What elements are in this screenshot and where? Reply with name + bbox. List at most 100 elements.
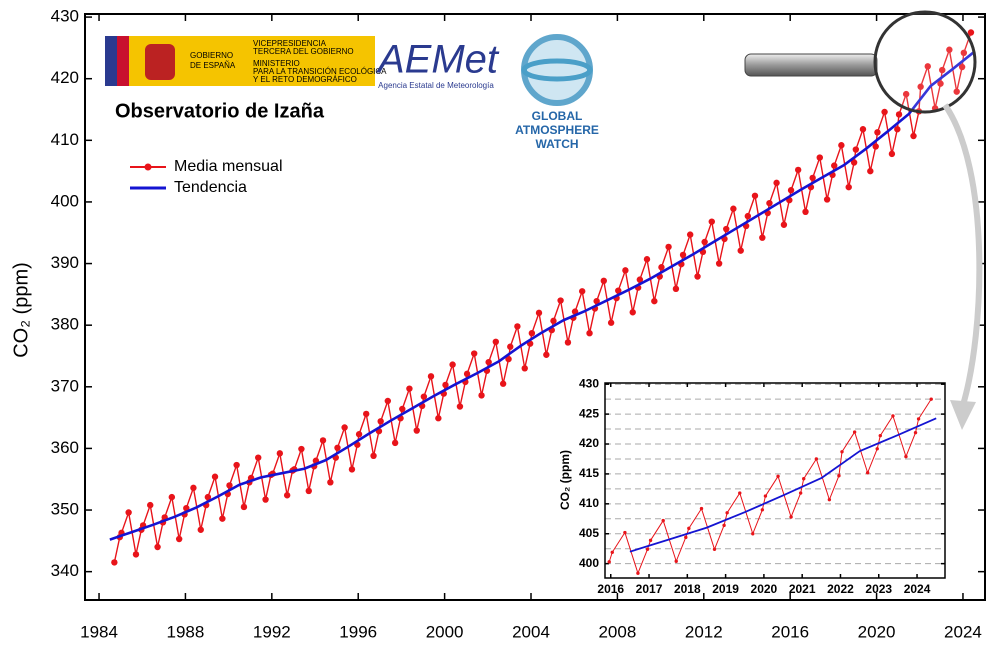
data-point	[845, 183, 852, 191]
data-point	[679, 251, 687, 259]
data-point	[413, 427, 420, 434]
magnifier	[744, 10, 983, 430]
gaw-globe	[521, 34, 593, 106]
data-point	[154, 543, 161, 551]
data-point	[763, 494, 768, 498]
aemet-logo: AEMet	[376, 38, 500, 82]
data-point	[255, 454, 262, 461]
data-point	[226, 482, 233, 489]
aemet-subtitle: Agencia Estatal de Meteorología	[378, 81, 494, 90]
x-tick-label: 2019	[712, 582, 739, 596]
y-tick-label: 415	[579, 466, 599, 480]
data-point	[802, 477, 806, 481]
data-point	[787, 187, 795, 194]
x-tick-label: 2024	[944, 622, 982, 641]
data-point	[456, 403, 464, 410]
data-point	[661, 518, 665, 523]
data-point	[953, 88, 960, 95]
legend-marker	[144, 163, 152, 171]
data-point	[623, 530, 627, 535]
y-tick-label: 420	[579, 436, 599, 450]
data-point	[111, 559, 118, 566]
data-point	[435, 415, 442, 422]
data-point	[840, 450, 844, 454]
data-point	[913, 430, 918, 435]
logo-text: GOBIERNO	[190, 51, 233, 60]
data-point	[814, 457, 819, 461]
data-point	[929, 397, 933, 401]
y-tick-label: 400	[51, 191, 79, 210]
data-point	[168, 493, 176, 501]
data-point	[507, 343, 514, 350]
data-point	[694, 273, 701, 280]
logo-text: Y EL RETO DEMOGRÁFICO	[253, 75, 357, 84]
trend-line	[109, 51, 975, 541]
legend-label: Tendencia	[174, 179, 247, 196]
data-point	[471, 350, 478, 357]
y-tick-label: 340	[51, 561, 79, 580]
data-point	[593, 297, 600, 305]
data-point	[276, 450, 284, 457]
data-point	[341, 424, 348, 431]
data-point	[615, 287, 622, 294]
data-point	[859, 126, 867, 133]
data-point	[878, 433, 882, 438]
y-tick-label: 350	[51, 500, 79, 519]
inset-y-axis-label: CO₂ (ppm)	[558, 450, 572, 510]
y-tick-label: 380	[51, 315, 79, 334]
data-point	[924, 63, 931, 70]
data-point	[910, 132, 917, 140]
x-tick-label: 2024	[904, 582, 931, 596]
logo-text: TERCERA DEL GOBIERNO	[253, 47, 354, 56]
trend-line	[629, 417, 937, 553]
data-point	[485, 358, 492, 366]
data-point	[334, 444, 341, 451]
data-point	[528, 329, 536, 337]
arrow	[942, 103, 983, 406]
data-point	[946, 46, 953, 53]
x-tick-label: 2017	[636, 582, 663, 596]
data-point	[872, 143, 879, 150]
x-tick-label: 2016	[771, 622, 809, 641]
inset-plot: 400 405 410 415 420 425 430 2016 2017 2018 2019 202…	[579, 376, 946, 596]
data-point	[760, 508, 765, 512]
coat-of-arms	[145, 44, 175, 80]
data-point	[449, 361, 456, 368]
data-point	[283, 492, 291, 499]
y-tick-label: 410	[51, 130, 79, 149]
data-point	[557, 297, 564, 304]
data-point	[622, 267, 629, 274]
data-point	[722, 523, 726, 528]
data-point	[610, 550, 614, 554]
x-tick-label: 2022	[827, 582, 854, 596]
x-tick-label: 1996	[339, 622, 377, 641]
data-point	[684, 535, 688, 540]
data-point	[875, 447, 879, 451]
data-point	[802, 208, 809, 215]
x-tick-label: 2021	[789, 582, 816, 596]
legend-label: Media mensual	[174, 158, 283, 175]
plot-frame	[84, 13, 986, 601]
data-point	[723, 225, 730, 233]
data-point	[125, 509, 132, 516]
data-point	[773, 179, 780, 187]
data-point	[514, 323, 521, 330]
data-point	[917, 83, 924, 90]
data-point	[636, 571, 640, 575]
y-tick-label: 425	[579, 406, 599, 420]
data-point	[240, 503, 248, 511]
data-point	[960, 49, 968, 57]
data-point	[492, 338, 499, 346]
data-point	[219, 515, 226, 522]
data-point	[674, 559, 678, 563]
data-point	[658, 264, 665, 271]
data-point	[600, 277, 607, 285]
data-point	[798, 491, 803, 495]
data-point	[420, 393, 428, 400]
data-point	[391, 439, 399, 447]
data-point	[831, 162, 838, 169]
data-point	[708, 218, 715, 225]
data-point	[712, 547, 717, 551]
data-point	[904, 454, 908, 459]
data-point	[939, 66, 946, 74]
